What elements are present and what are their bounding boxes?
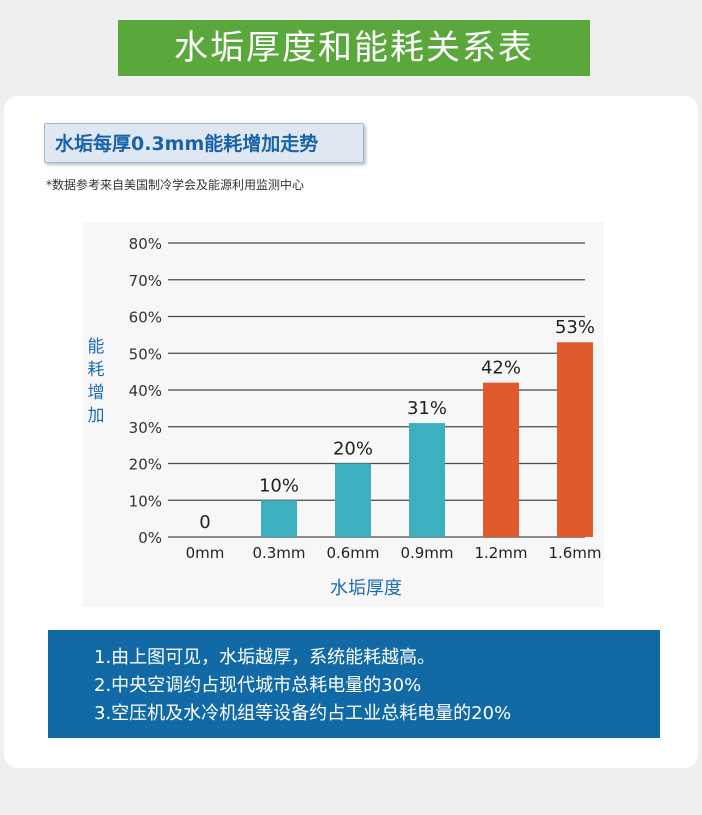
y-tick-label: 50% <box>129 345 162 363</box>
bar-value-label: 31% <box>407 398 447 419</box>
note-line-2: 2.中央空调约占现代城市总耗电量的30% <box>94 675 422 696</box>
bar-value-label: 42% <box>481 358 521 379</box>
x-tick-label: 1.6mm <box>548 544 601 562</box>
bar <box>557 342 593 537</box>
source-note: *数据参考来自美国制冷学会及能源利用监测中心 <box>46 178 305 192</box>
y-tick-label: 80% <box>129 235 162 253</box>
note-line-1: 1.由上图可见，水垢越厚，系统能耗越高。 <box>94 647 436 668</box>
x-axis-label: 水垢厚度 <box>330 578 402 599</box>
y-tick-label: 30% <box>129 419 162 437</box>
notes-panel: 1.由上图可见，水垢越厚，系统能耗越高。 2.中央空调约占现代城市总耗电量的30… <box>48 630 660 738</box>
page-title-banner: 水垢厚度和能耗关系表 <box>118 20 590 76</box>
y-tick-label: 10% <box>129 492 162 510</box>
bar <box>335 463 371 537</box>
x-tick-label: 0.6mm <box>326 544 379 562</box>
page-title: 水垢厚度和能耗关系表 <box>174 28 534 68</box>
y-tick-label: 70% <box>129 272 162 290</box>
y-tick-label: 0% <box>138 529 162 547</box>
bar-value-label: 0 <box>199 512 210 533</box>
bar-value-label: 20% <box>333 439 373 460</box>
y-axis-label-text: 能耗增加 <box>87 337 105 426</box>
x-tick-label: 0.3mm <box>252 544 305 562</box>
bar <box>409 423 445 537</box>
x-tick-label: 0mm <box>186 544 225 562</box>
bar <box>483 382 519 537</box>
note-line-3: 3.空压机及水冷机组等设备约占工业总耗电量的20% <box>94 703 512 724</box>
y-tick-label: 60% <box>129 309 162 327</box>
bar-value-label: 10% <box>259 475 299 496</box>
y-tick-label: 20% <box>129 456 162 474</box>
chart-subtitle: 水垢每厚0.3mm能耗增加走势 <box>44 123 364 163</box>
bar-value-label: 53% <box>555 317 595 338</box>
y-tick-label: 40% <box>129 382 162 400</box>
x-tick-label: 0.9mm <box>400 544 453 562</box>
x-tick-label: 1.2mm <box>474 544 527 562</box>
bar <box>261 500 297 537</box>
y-axis-label: 能耗增加 <box>84 336 108 428</box>
